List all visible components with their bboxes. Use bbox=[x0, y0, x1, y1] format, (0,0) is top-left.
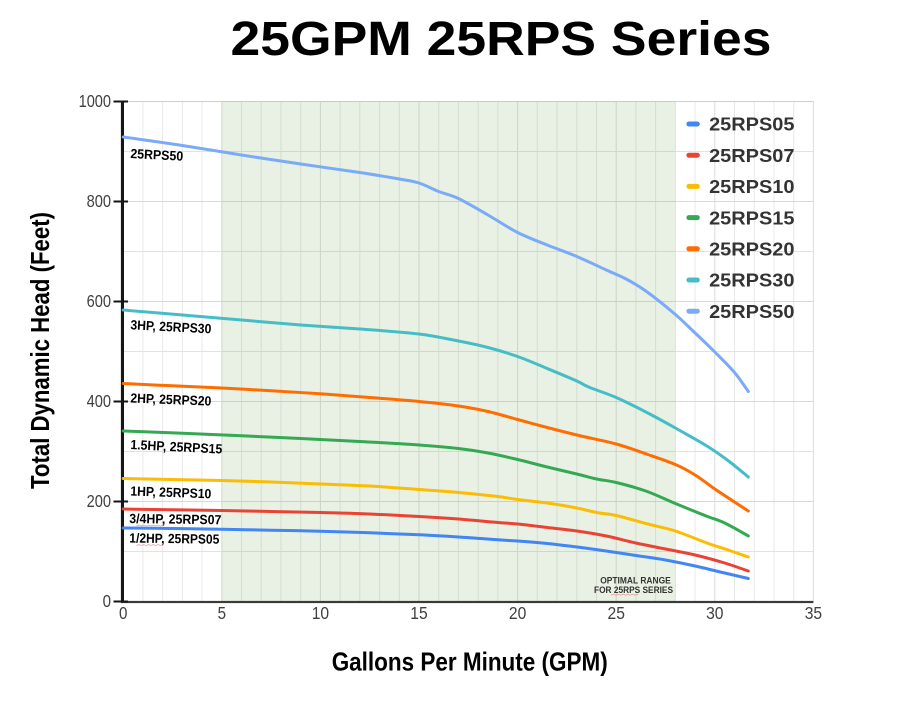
svg-text:OPTIMAL RANGE: OPTIMAL RANGE bbox=[600, 576, 671, 586]
svg-text:25: 25 bbox=[608, 603, 625, 623]
svg-text:Gallons Per Minute (GPM): Gallons Per Minute (GPM) bbox=[332, 647, 608, 677]
svg-text:FOR 25RPS SERIES: FOR 25RPS SERIES bbox=[594, 585, 673, 595]
svg-text:200: 200 bbox=[87, 491, 112, 511]
svg-text:1/2HP, 25RPS05: 1/2HP, 25RPS05 bbox=[129, 531, 220, 547]
svg-text:1000: 1000 bbox=[79, 91, 112, 111]
svg-text:25RPS15: 25RPS15 bbox=[709, 207, 794, 228]
svg-text:35: 35 bbox=[805, 603, 822, 623]
svg-text:800: 800 bbox=[87, 191, 112, 211]
svg-text:25GPM 25RPS Series: 25GPM 25RPS Series bbox=[231, 12, 772, 66]
svg-text:25RPS50: 25RPS50 bbox=[709, 301, 794, 322]
svg-text:3/4HP, 25RPS07: 3/4HP, 25RPS07 bbox=[129, 511, 221, 527]
svg-text:25RPS50: 25RPS50 bbox=[130, 146, 184, 164]
svg-text:20: 20 bbox=[509, 603, 527, 623]
svg-text:1.5HP, 25RPS15: 1.5HP, 25RPS15 bbox=[130, 437, 223, 457]
svg-text:25RPS20: 25RPS20 bbox=[709, 239, 794, 260]
svg-text:2HP, 25RPS20: 2HP, 25RPS20 bbox=[130, 391, 212, 409]
svg-text:15: 15 bbox=[410, 603, 427, 623]
svg-text:Total Dynamic Head (Feet): Total Dynamic Head (Feet) bbox=[25, 212, 55, 489]
svg-text:10: 10 bbox=[312, 603, 330, 623]
svg-text:600: 600 bbox=[87, 291, 112, 311]
svg-text:5: 5 bbox=[218, 603, 226, 623]
svg-text:25RPS07: 25RPS07 bbox=[709, 145, 794, 166]
svg-text:25RPS30: 25RPS30 bbox=[709, 270, 794, 291]
svg-text:0: 0 bbox=[103, 591, 112, 611]
svg-text:0: 0 bbox=[119, 603, 128, 623]
svg-text:25RPS10: 25RPS10 bbox=[709, 176, 794, 197]
svg-text:25RPS05: 25RPS05 bbox=[709, 114, 794, 135]
svg-text:400: 400 bbox=[87, 391, 112, 411]
svg-text:30: 30 bbox=[706, 603, 724, 623]
svg-text:3HP, 25RPS30: 3HP, 25RPS30 bbox=[130, 317, 212, 336]
svg-text:1HP, 25RPS10: 1HP, 25RPS10 bbox=[130, 484, 211, 502]
